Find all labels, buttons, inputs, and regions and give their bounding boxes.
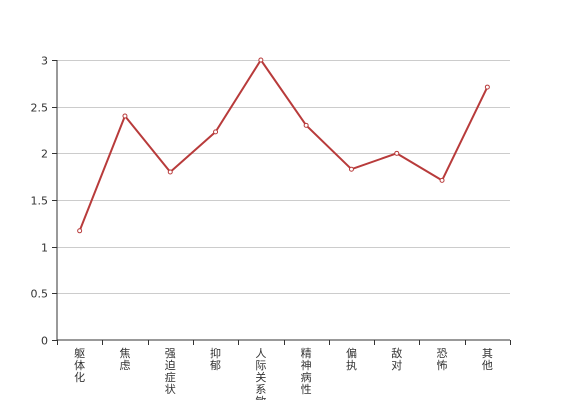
data-point[interactable] [122, 113, 128, 119]
x-category-label: 强迫症状 [165, 347, 176, 396]
y-tick-label: 0.5 [31, 288, 49, 301]
x-category-label: 人际关系敏感 [255, 347, 266, 400]
data-point[interactable] [77, 228, 83, 234]
grid-layer [57, 60, 510, 294]
data-point[interactable] [167, 169, 173, 175]
data-point[interactable] [303, 122, 309, 128]
x-category-label: 精神病性 [301, 347, 312, 396]
x-category-label: 其他 [482, 347, 493, 372]
y-tick-layer: 0 0.5 1 1.5 2 2.5 3 [31, 55, 57, 348]
data-point[interactable] [439, 177, 445, 183]
data-point[interactable] [213, 129, 219, 135]
x-category-label: 抑郁 [210, 346, 221, 372]
x-category-label: 躯体化 [74, 347, 85, 384]
y-tick-label: 1 [41, 242, 48, 255]
y-tick-label: 2 [41, 148, 48, 161]
x-category-label: 敌对 [391, 346, 402, 372]
series-layer [77, 57, 490, 234]
data-point[interactable] [258, 57, 264, 63]
data-point[interactable] [394, 150, 400, 156]
x-tick-layer: 躯体化 焦虑 强迫症状 抑郁 人际关系敏感 精神病性 偏执 敌对 恐怖 其他 [57, 340, 511, 400]
data-point[interactable] [348, 166, 354, 172]
data-point[interactable] [484, 84, 490, 90]
y-tick-label: 0 [41, 335, 48, 348]
x-category-label: 偏执 [346, 346, 357, 372]
y-tick-label: 3 [41, 55, 48, 68]
series-line [78, 59, 489, 232]
x-category-label: 恐怖 [437, 347, 448, 372]
y-tick-label: 2.5 [31, 102, 49, 115]
x-category-label: 焦虑 [119, 347, 130, 372]
y-tick-label: 1.5 [31, 195, 49, 208]
